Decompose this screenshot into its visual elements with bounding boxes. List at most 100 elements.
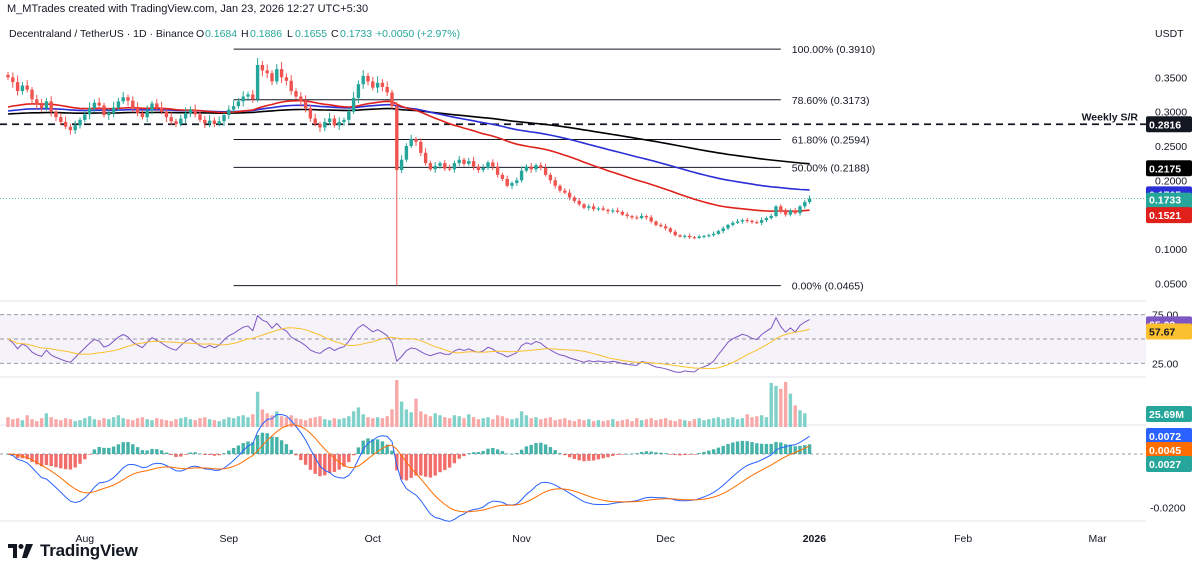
volume-bar: [323, 419, 327, 427]
macd-histogram-bar: [385, 444, 389, 454]
volume-bar: [25, 415, 29, 427]
volume-bar: [548, 417, 553, 427]
candle-body: [726, 224, 730, 229]
candle-body: [409, 139, 413, 146]
macd-histogram-bar: [457, 454, 461, 459]
volume-bar: [303, 420, 308, 427]
macd-histogram-bar: [486, 448, 490, 454]
x-tick-label: Aug: [75, 533, 94, 545]
volume-bar: [380, 418, 385, 427]
macd-histogram-bar: [721, 445, 725, 454]
volume-bar: [692, 419, 697, 427]
macd-histogram-bar: [505, 453, 509, 455]
candle-body: [750, 220, 754, 223]
high-label: H: [241, 28, 249, 40]
volume-bar: [15, 418, 20, 427]
candle-body: [275, 69, 279, 82]
candle-body: [255, 64, 260, 100]
candle-body: [337, 121, 341, 126]
x-tick-label: Nov: [512, 533, 531, 545]
macd-histogram-bar: [395, 454, 399, 471]
volume-bar: [222, 419, 226, 427]
macd-signal-badge: 0.0045: [1149, 445, 1181, 457]
volume-bar: [121, 418, 125, 427]
candle-body: [755, 222, 759, 224]
volume-bar: [668, 420, 673, 427]
volume-bar: [491, 419, 495, 427]
tradingview-footer[interactable]: TradingView: [8, 541, 138, 561]
candle-body: [707, 235, 711, 237]
volume-bar: [54, 419, 58, 427]
candle-body: [471, 161, 476, 167]
candle-body: [222, 115, 226, 122]
candle-body: [135, 108, 140, 114]
macd-histogram-bar: [399, 454, 404, 480]
candle-body: [577, 200, 581, 205]
macd-histogram-bar: [275, 436, 279, 454]
volume-bar: [702, 420, 706, 427]
volume-bar: [543, 418, 548, 427]
volume-bar: [755, 416, 759, 427]
macd-histogram-bar: [270, 436, 274, 454]
candle-body: [294, 91, 298, 97]
macd-histogram-bar: [702, 451, 706, 454]
candle-body: [668, 228, 673, 232]
volume-bar: [414, 398, 418, 427]
candle-body: [49, 101, 53, 112]
candle-body: [620, 211, 625, 215]
candle-body: [251, 94, 255, 100]
macd-histogram-bar: [755, 443, 759, 454]
price-tick-label: 0.3000: [1155, 107, 1187, 119]
macd-histogram-bar: [25, 454, 29, 460]
volume-bar: [135, 418, 140, 427]
volume-bar: [179, 418, 183, 427]
macd-histogram-bar: [467, 453, 471, 454]
volume-bar: [78, 420, 82, 427]
volume-bar: [59, 420, 63, 427]
macd-histogram-bar: [366, 438, 370, 454]
macd-histogram-bar: [111, 446, 116, 454]
macd-histogram-bar: [491, 447, 495, 454]
candle-body: [543, 167, 548, 175]
macd-histogram-bar: [735, 441, 740, 454]
volume-bar: [63, 418, 68, 427]
candle-body: [78, 119, 82, 126]
candle-body: [505, 178, 509, 186]
candle-body: [356, 84, 361, 98]
macd-histogram-bar: [635, 453, 639, 454]
fib-level-label: 78.60% (0.3173): [792, 95, 870, 107]
candle-body: [390, 92, 394, 107]
brand-name: TradingView: [40, 541, 138, 560]
macd-histogram-bar: [342, 454, 346, 467]
candle-body: [327, 118, 332, 122]
candle-body: [155, 103, 159, 108]
candle-body: [385, 86, 389, 93]
volume-bar: [140, 417, 145, 427]
volume-bar: [630, 421, 634, 427]
volume-bar: [591, 421, 596, 427]
macd-histogram-bar: [251, 442, 255, 454]
candle-body: [803, 202, 807, 207]
candle-body: [395, 106, 399, 170]
macd-histogram-bar: [543, 444, 548, 454]
macd-histogram-bar: [433, 454, 437, 476]
volume-bar: [783, 381, 788, 427]
volume-bar: [183, 417, 188, 427]
macd-histogram-bar: [668, 454, 673, 455]
candle-body: [697, 236, 701, 238]
macd-histogram-bar: [428, 454, 433, 478]
candle-body: [169, 117, 173, 122]
macd-histogram-bar: [577, 454, 581, 461]
macd-histogram-bar: [529, 444, 533, 454]
volume-bar: [663, 418, 668, 427]
volume-bar: [164, 420, 169, 427]
candle-body: [798, 206, 802, 214]
macd-histogram-bar: [30, 454, 34, 462]
macd-histogram-bar: [481, 451, 485, 454]
volume-bar: [611, 419, 615, 427]
macd-histogram-bar: [587, 454, 591, 461]
volume-bar: [145, 419, 149, 427]
macd-histogram-bar: [159, 450, 164, 454]
macd-histogram-bar: [284, 444, 289, 454]
